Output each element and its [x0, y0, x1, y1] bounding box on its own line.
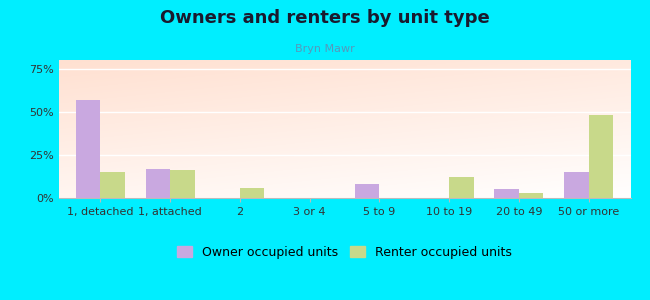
Bar: [564, 172, 589, 198]
Bar: [495, 189, 519, 198]
Bar: [146, 169, 170, 198]
Bar: [170, 170, 194, 198]
Bar: [240, 188, 265, 198]
Bar: [519, 193, 543, 198]
Bar: [100, 172, 125, 198]
Bar: [449, 177, 474, 198]
Text: Owners and renters by unit type: Owners and renters by unit type: [160, 9, 490, 27]
Bar: [355, 184, 380, 198]
Text: Bryn Mawr: Bryn Mawr: [295, 44, 355, 53]
Bar: [76, 100, 100, 198]
Legend: Owner occupied units, Renter occupied units: Owner occupied units, Renter occupied un…: [172, 241, 517, 263]
Bar: [589, 115, 613, 198]
